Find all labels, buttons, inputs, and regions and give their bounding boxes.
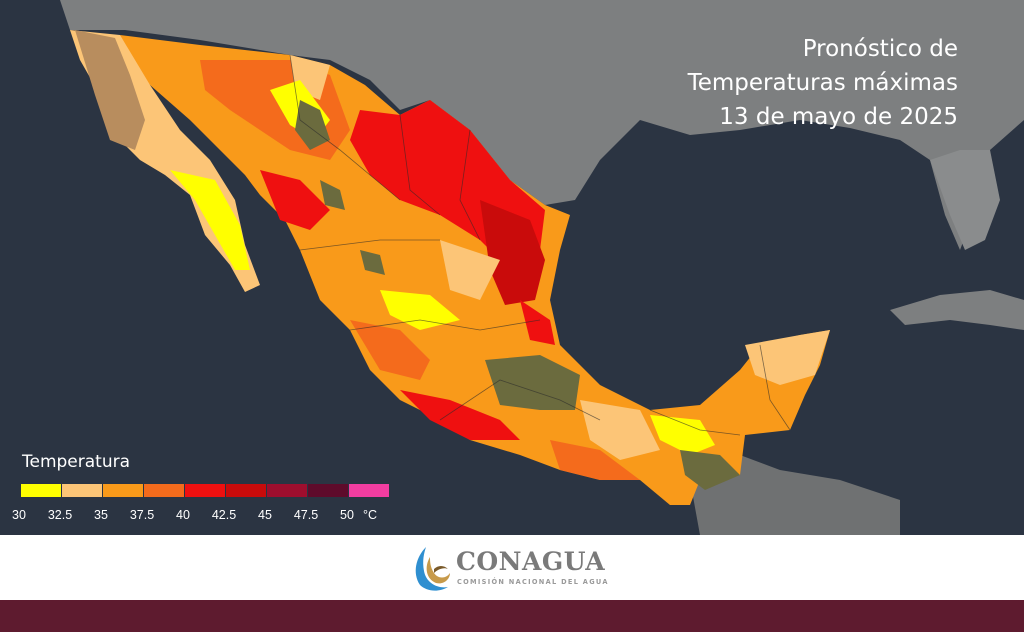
logo-subtitle: COMISIÓN NACIONAL DEL AGUA xyxy=(457,578,609,586)
map-svg xyxy=(0,0,1024,535)
legend-tick-4: 40 xyxy=(176,508,190,522)
conagua-logo-icon xyxy=(415,547,450,591)
logo-name: CONAGUA xyxy=(456,547,606,576)
title-line-2: Temperaturas máximas xyxy=(687,70,958,96)
baja-north-region xyxy=(75,30,145,150)
puebla-oaxaca xyxy=(580,400,660,460)
cool-zone-central xyxy=(485,355,580,410)
bajio-region xyxy=(380,290,460,330)
baja-south-region xyxy=(170,170,250,270)
yucatan-north xyxy=(745,330,830,385)
map-title: Pronóstico de Temperaturas máximas 13 de… xyxy=(688,32,958,134)
legend-swatch-6 xyxy=(267,484,307,497)
jalisco-coast xyxy=(350,320,430,380)
bottom-bar xyxy=(0,600,1024,632)
tabasco-region xyxy=(650,415,715,455)
legend-swatch-2 xyxy=(103,484,143,497)
legend-tick-2: 35 xyxy=(94,508,108,522)
legend-tick-7: 47.5 xyxy=(293,508,319,522)
oaxaca-coast xyxy=(550,440,640,480)
legend-tick-8: 50 xyxy=(340,508,354,522)
legend-title: Temperatura xyxy=(22,452,131,472)
usa-land xyxy=(60,0,1024,250)
cool-zone-nayarit xyxy=(360,250,385,275)
legend-tick-5: 42.5 xyxy=(211,508,237,522)
legend-tick-6: 45 xyxy=(258,508,272,522)
hot-zone-sonora xyxy=(260,170,330,230)
legend-tick-0: 30 xyxy=(12,508,26,522)
cool-zone-sierra xyxy=(295,100,330,150)
legend-swatch-4 xyxy=(185,484,225,497)
zacatecas-region xyxy=(440,240,500,300)
legend-ticks: 30 32.5 35 37.5 40 42.5 45 47.5 50 °C xyxy=(0,508,420,526)
legend-swatch-7 xyxy=(308,484,348,497)
title-line-3: 13 de mayo de 2025 xyxy=(719,104,958,130)
hot-zone-veracruz xyxy=(520,300,555,345)
hot-zone-guerrero xyxy=(400,390,520,440)
legend-swatch-5 xyxy=(226,484,266,497)
legend-unit: °C xyxy=(362,508,378,522)
cuba-land xyxy=(890,290,1024,330)
legend-color-bar xyxy=(21,484,390,497)
footer xyxy=(0,535,1024,599)
legend-swatch-3 xyxy=(144,484,184,497)
legend-tick-3: 37.5 xyxy=(129,508,155,522)
legend-swatch-1 xyxy=(62,484,102,497)
legend-swatch-8 xyxy=(349,484,389,497)
cool-zone-durango xyxy=(320,180,345,210)
central-america-land xyxy=(690,455,900,535)
state-borders xyxy=(289,54,791,436)
cool-zone-chiapas xyxy=(680,450,740,490)
temperature-map xyxy=(0,0,1024,535)
hot-zone-tamaulipas xyxy=(480,200,545,305)
legend-tick-1: 32.5 xyxy=(47,508,73,522)
legend-swatch-0 xyxy=(21,484,61,497)
title-line-1: Pronóstico de xyxy=(802,36,958,62)
florida-land xyxy=(930,150,1000,250)
